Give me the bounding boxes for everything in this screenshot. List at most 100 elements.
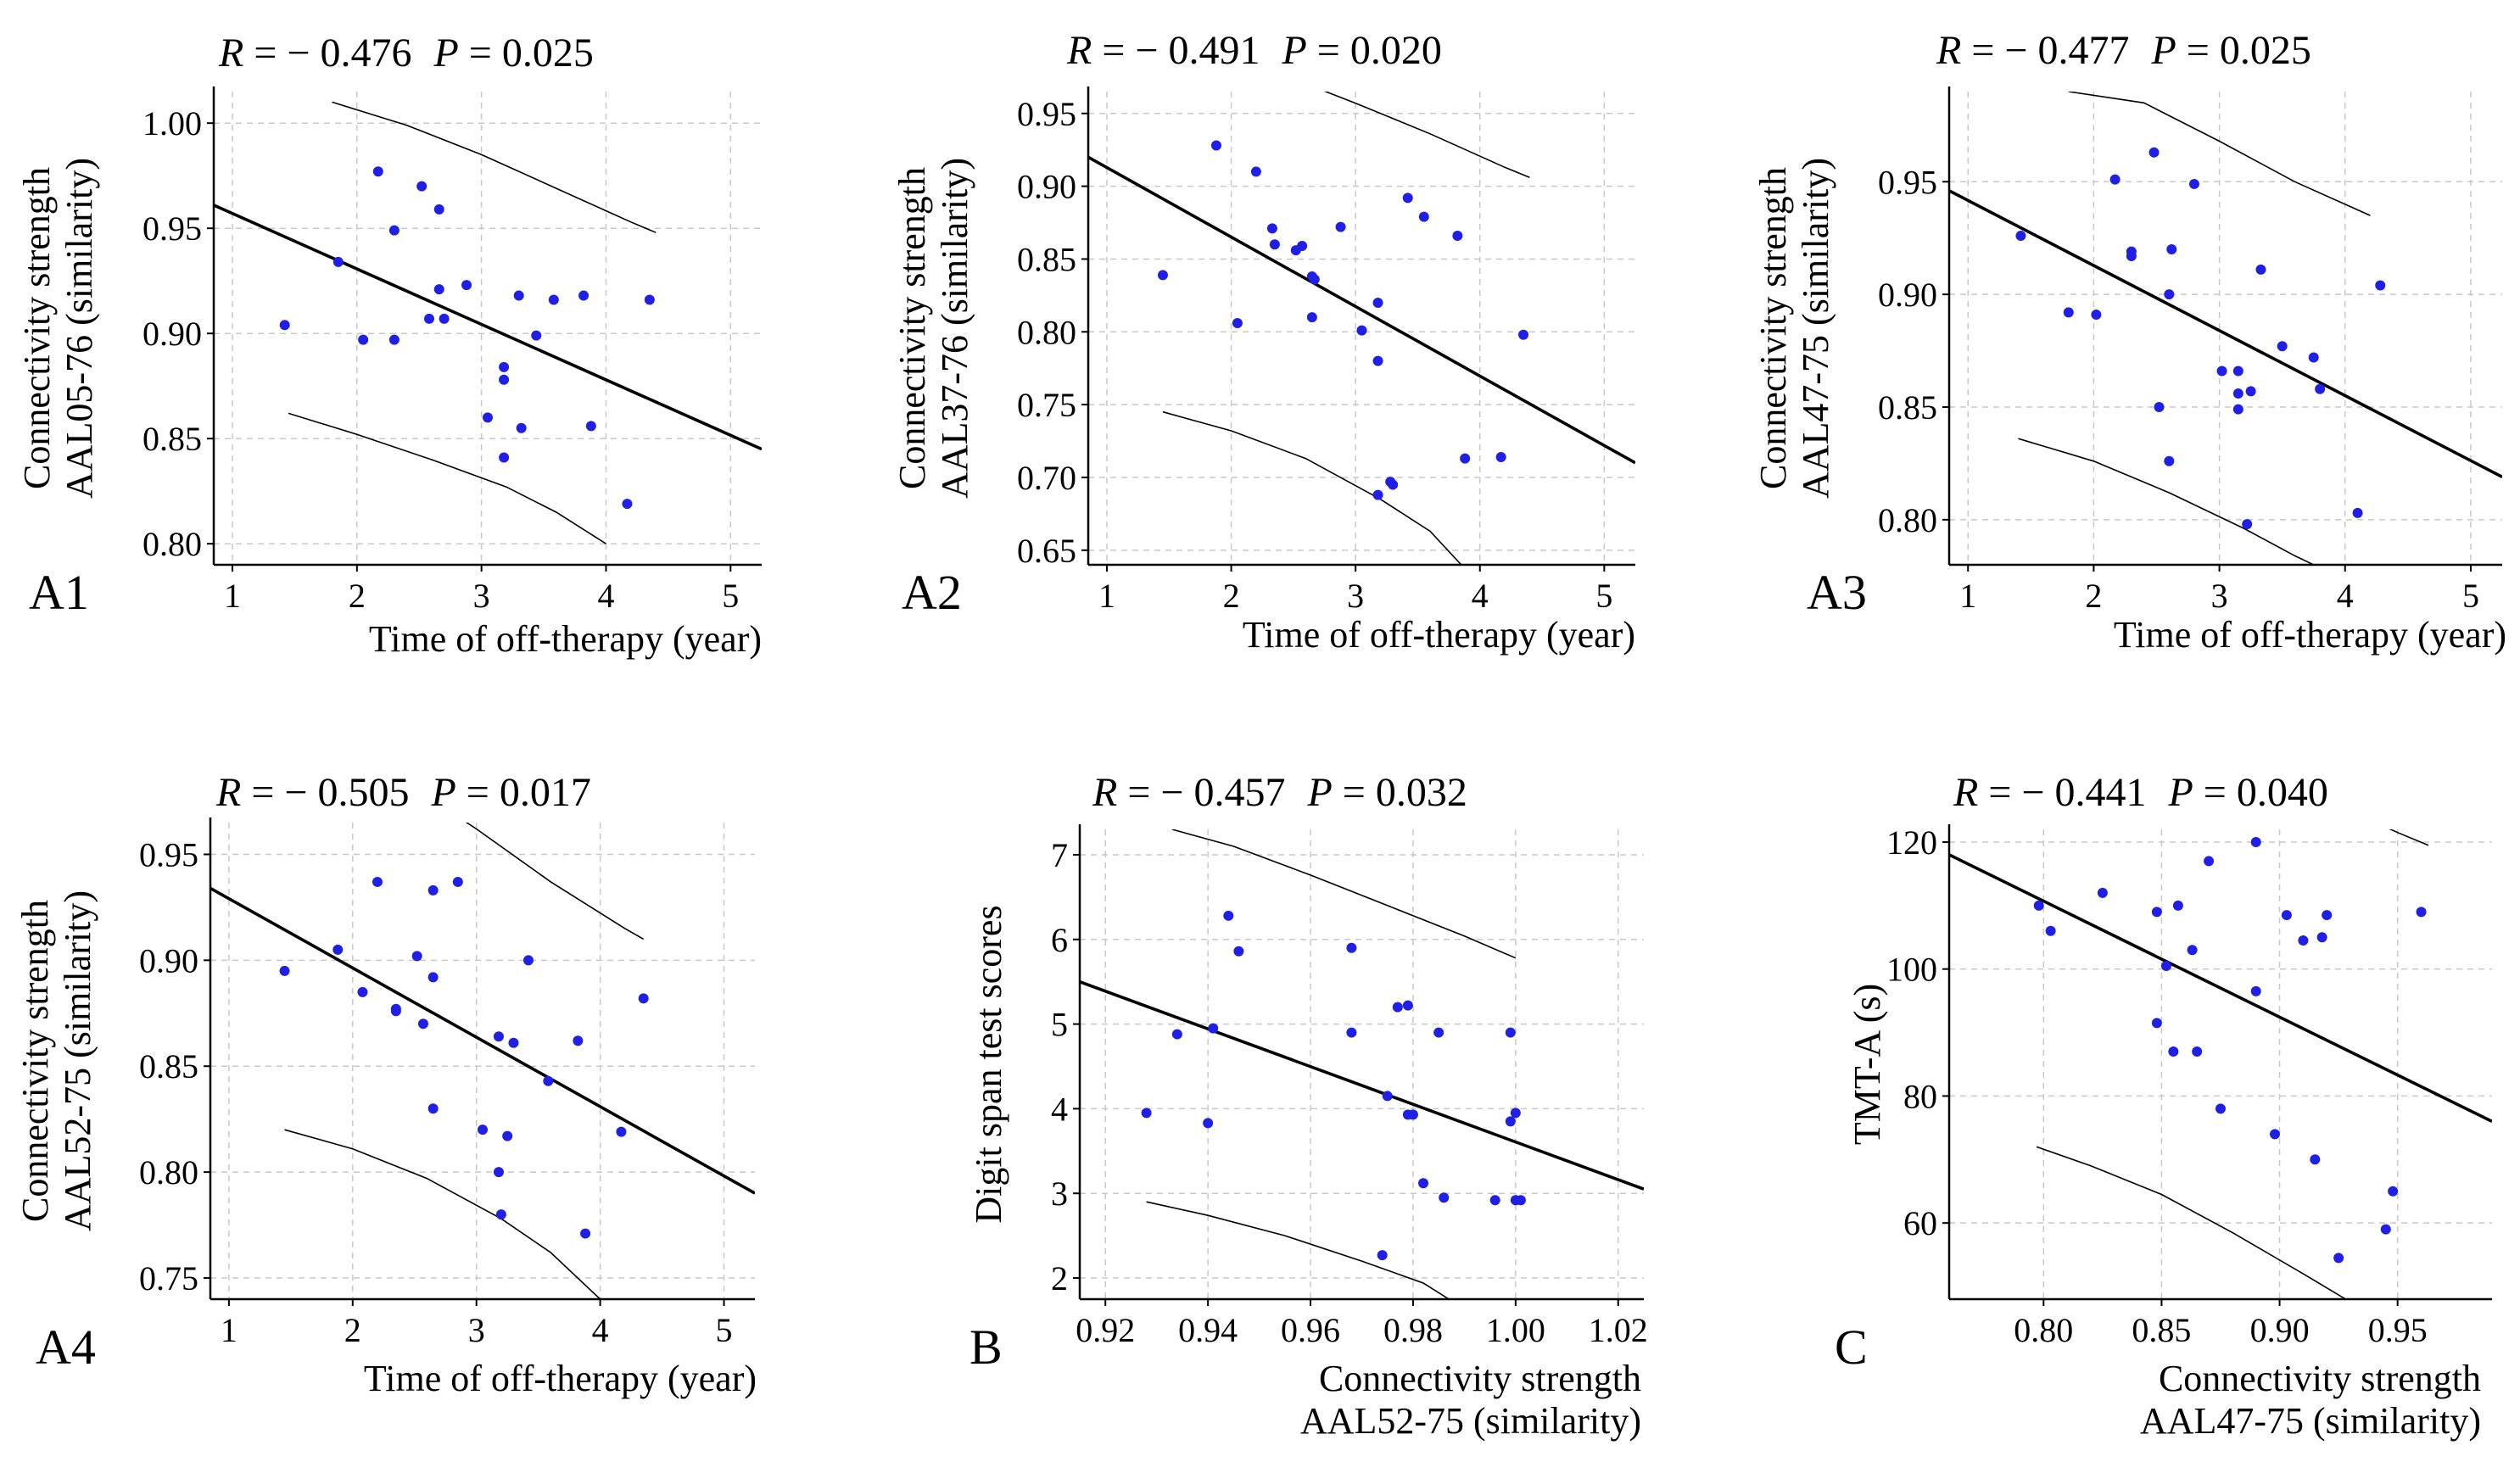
y-tick-label: 0.85 — [139, 1047, 198, 1085]
x-tick-label: 0.90 — [2250, 1311, 2310, 1349]
data-point — [2126, 250, 2137, 261]
data-point — [1460, 453, 1471, 464]
data-point — [1495, 451, 1506, 462]
y-tick-label: 2 — [1051, 1259, 1068, 1297]
r-value: = − 0.491 — [1092, 28, 1260, 73]
x-tick-label: 3 — [473, 577, 490, 615]
data-point — [638, 993, 649, 1004]
data-point — [2416, 907, 2427, 918]
fit-lines — [1080, 829, 1644, 1299]
confidence-band-upper — [465, 823, 645, 940]
data-point — [1210, 140, 1221, 151]
data-point — [2168, 1046, 2179, 1057]
x-tick-label: 5 — [722, 577, 739, 615]
x-tick-label: 1 — [1959, 577, 1976, 615]
r-symbol: R — [1092, 770, 1117, 815]
y-tick-label: 3 — [1051, 1175, 1068, 1213]
chart-panel-a4: 1 2 3 4 5 0.75 0.80 0.85 0.90 0.95 R = − 0.505 P = … — [14, 770, 757, 1399]
regression-line — [1088, 155, 1635, 465]
data-point — [543, 1075, 554, 1086]
data-point — [357, 986, 368, 997]
data-point — [2091, 310, 2102, 321]
data-point — [2250, 985, 2261, 996]
data-point — [622, 499, 633, 510]
data-point — [2333, 1253, 2344, 1264]
x-tick-label: 4 — [592, 1311, 609, 1349]
data-point — [439, 313, 450, 324]
data-point — [433, 204, 444, 215]
x-tick-label: 0.95 — [2368, 1311, 2428, 1349]
x-tick-label: 4 — [597, 577, 614, 615]
fit-lines — [214, 101, 762, 544]
correlation-stats: R = − 0.457 P = 0.032 — [1092, 770, 1467, 815]
correlation-stats: R = − 0.477 P = 0.025 — [1936, 28, 2311, 73]
x-tick-label: 3 — [1347, 577, 1364, 615]
r-value: = − 0.477 — [1961, 28, 2129, 73]
data-point — [423, 313, 434, 324]
y-tick-label: 0.90 — [1017, 168, 1076, 206]
p-value: = 0.032 — [1333, 770, 1467, 815]
data-point — [1505, 1027, 1516, 1038]
y-tick-label: 0.80 — [1878, 501, 1937, 539]
data-point — [1232, 317, 1243, 328]
correlation-stats: R = − 0.476 P = 0.025 — [218, 31, 594, 75]
fit-lines — [1949, 829, 2492, 1299]
data-point — [2164, 289, 2175, 300]
confidence-band-upper — [2068, 92, 2371, 216]
data-point — [461, 280, 472, 291]
y-tick-label: 0.85 — [1878, 388, 1937, 427]
fit-lines — [1088, 92, 1635, 565]
r-value: = − 0.505 — [241, 770, 409, 815]
data-point — [416, 181, 427, 192]
panel-label: C — [1835, 1320, 1868, 1375]
data-point — [2298, 935, 2309, 946]
regression-line — [1949, 853, 2492, 1124]
data-point — [1510, 1108, 1521, 1119]
data-point — [2148, 147, 2160, 158]
data-point — [1372, 355, 1383, 366]
data-point — [2063, 307, 2074, 318]
data-point — [417, 1018, 428, 1030]
data-point — [585, 421, 596, 432]
x-tick-label: 4 — [1472, 577, 1489, 615]
confidence-band-lower — [2036, 1146, 2346, 1299]
y-tick-label: 0.80 — [139, 1153, 198, 1191]
data-point — [580, 1228, 591, 1239]
data-point — [616, 1126, 627, 1137]
r-symbol: R — [218, 31, 243, 75]
x-tick-label: 5 — [2462, 577, 2479, 615]
data-point — [1346, 1027, 1357, 1038]
data-point — [2161, 960, 2171, 971]
data-point — [1489, 1195, 1500, 1206]
regression-line — [1949, 189, 2502, 478]
data-point — [2232, 388, 2243, 399]
x-axis-label: Connectivity strength — [2159, 1358, 2481, 1399]
data-point — [1433, 1027, 1444, 1038]
data-point — [2232, 366, 2243, 377]
data-point — [2352, 507, 2363, 518]
panel-label: A1 — [29, 565, 89, 620]
data-point — [2151, 907, 2162, 918]
x-axis-label: Connectivity strength — [1319, 1358, 1641, 1399]
data-point — [1388, 479, 1399, 490]
data-point — [2109, 174, 2120, 185]
x-tick-label: 1.02 — [1589, 1311, 1648, 1349]
data-point — [495, 1209, 506, 1220]
y-axis-label: Connectivity strength — [891, 167, 933, 489]
data-point — [2255, 264, 2266, 275]
data-point — [1372, 297, 1383, 308]
r-value: = − 0.457 — [1117, 770, 1285, 815]
x-tick-label: 3 — [468, 1311, 485, 1349]
data-point — [411, 951, 422, 962]
data-point — [427, 1103, 439, 1114]
confidence-band-lower — [288, 412, 606, 544]
x-tick-label: 0.98 — [1383, 1311, 1443, 1349]
regression-line — [210, 886, 755, 1195]
data-point — [358, 334, 369, 345]
p-symbol: P — [1306, 770, 1332, 815]
fit-lines — [210, 823, 755, 1299]
data-point — [2154, 402, 2165, 412]
data-point — [388, 334, 400, 345]
data-point — [1306, 312, 1317, 323]
